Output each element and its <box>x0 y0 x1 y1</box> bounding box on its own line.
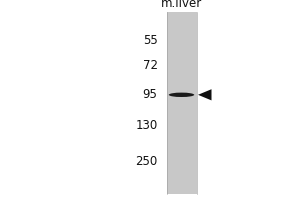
Text: 72: 72 <box>142 59 158 72</box>
Text: 250: 250 <box>135 155 158 168</box>
Ellipse shape <box>169 93 194 97</box>
Polygon shape <box>198 89 211 100</box>
Text: 95: 95 <box>142 88 158 101</box>
Bar <box>167 12 197 194</box>
Text: m.liver: m.liver <box>161 0 202 10</box>
Text: 130: 130 <box>135 119 158 132</box>
Text: 55: 55 <box>143 34 158 47</box>
